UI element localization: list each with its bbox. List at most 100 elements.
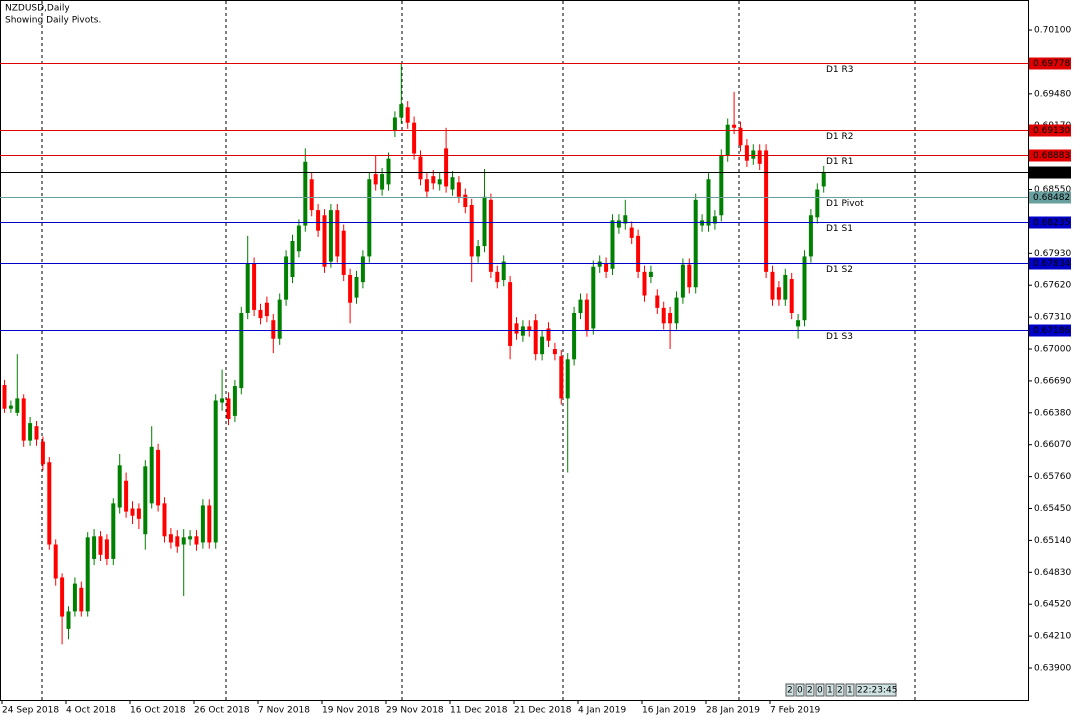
candle-body (277, 299, 282, 339)
candle-body (744, 145, 749, 161)
candle-body (79, 587, 84, 612)
candle-body (92, 536, 97, 559)
candle-body (776, 287, 781, 300)
pivot-name: D1 S1 (826, 224, 853, 234)
candle-body (668, 313, 673, 324)
current-price-box (1029, 166, 1071, 179)
candle-body (674, 297, 679, 324)
candle-body (28, 423, 33, 441)
y-tick-label: 0.65140 (1034, 536, 1071, 546)
x-tick-label: 24 Sep 2018 (2, 706, 59, 716)
candle-body (546, 328, 551, 341)
candle-body (751, 150, 756, 159)
candle-body (239, 313, 244, 389)
candle-body (252, 263, 257, 310)
candle-body (34, 426, 39, 440)
x-tick-label: 26 Oct 2018 (194, 706, 250, 716)
timer-text: 0 (817, 686, 823, 696)
candle-body (476, 246, 481, 257)
candle-body (2, 385, 7, 409)
candle-body (284, 256, 289, 300)
candle-body (15, 398, 20, 413)
candle-body (213, 400, 218, 543)
candle-body (584, 299, 589, 331)
y-tick-label: 0.63900 (1034, 663, 1071, 673)
pivot-price-box (1029, 124, 1071, 137)
timer-text: 0 (797, 686, 803, 696)
current-price-label: 0.68720 (1033, 168, 1070, 178)
candle-body (757, 150, 762, 164)
candle-body (40, 441, 45, 465)
timer-cell (815, 683, 825, 697)
candle-body (47, 462, 52, 545)
candle-body (540, 336, 545, 355)
pivot-price-box (1029, 149, 1071, 162)
timer-cell (825, 683, 835, 697)
x-tick-label: 16 Oct 2018 (130, 706, 186, 716)
y-tick-label: 0.66380 (1034, 408, 1071, 418)
pivot-price-box (1029, 324, 1071, 337)
pivot-name: D1 R2 (826, 132, 854, 142)
timer-cell (795, 683, 805, 697)
candle-body (482, 196, 487, 247)
y-tick-label: 0.67930 (1034, 249, 1071, 259)
timer-text: 1 (827, 686, 833, 696)
candle-body (8, 405, 13, 409)
candle-body (796, 320, 801, 327)
chart-subtitle: Showing Daily Pivots. (5, 16, 101, 26)
candle-body (789, 279, 794, 314)
candle-body (175, 536, 180, 547)
candle-body (405, 107, 410, 123)
pivot-price-label: 0.69778 (1033, 59, 1070, 69)
candle-body (732, 124, 737, 128)
y-tick-label: 0.67000 (1034, 345, 1071, 355)
timer-cell (835, 683, 845, 697)
candle-body (604, 263, 609, 272)
candle-body (322, 215, 327, 267)
candle-body (616, 220, 621, 228)
candle-body (360, 256, 365, 283)
candle-body (194, 536, 199, 545)
x-tick-label: 7 Nov 2018 (258, 706, 310, 716)
candle-body (463, 194, 468, 208)
x-tick-label: 4 Jan 2019 (578, 706, 626, 716)
candle-body (815, 189, 820, 218)
timer-text: 2 (807, 686, 813, 696)
candle-body (636, 235, 641, 272)
candle-body (156, 449, 161, 506)
timer-cell (845, 683, 855, 697)
pivot-name: D1 S2 (826, 265, 853, 275)
timer-text: 2 (787, 686, 793, 696)
candle-body (693, 199, 698, 288)
candle-body (578, 299, 583, 314)
candle-body (220, 398, 225, 403)
candle-body (354, 276, 359, 298)
candle-body (264, 302, 269, 317)
candle-body (143, 466, 148, 535)
candle-body (808, 215, 813, 257)
candle-body (610, 220, 615, 269)
candle-body (316, 210, 321, 231)
candle-body (335, 210, 340, 257)
candle-body (60, 577, 65, 617)
x-tick-label: 16 Jan 2019 (642, 706, 696, 716)
candle-body (232, 386, 237, 416)
candle-body (98, 536, 103, 555)
candle-body (104, 539, 109, 559)
candle-body (168, 534, 173, 543)
y-tick-label: 0.67620 (1034, 281, 1071, 291)
candle-body (738, 127, 743, 146)
candle-body (181, 537, 186, 545)
candle-body (431, 176, 436, 184)
timer-text: 22:23:45 (857, 686, 897, 696)
pivot-price-label: 0.67834 (1033, 259, 1070, 269)
candle-body (770, 271, 775, 300)
candle-body (271, 320, 276, 339)
candle-body (437, 179, 442, 185)
pivot-name: D1 R3 (826, 65, 854, 75)
pivot-price-label: 0.68883 (1033, 151, 1070, 161)
candle-body (655, 295, 660, 308)
candle-body (661, 307, 666, 324)
y-tick-label: 0.65760 (1034, 472, 1071, 482)
